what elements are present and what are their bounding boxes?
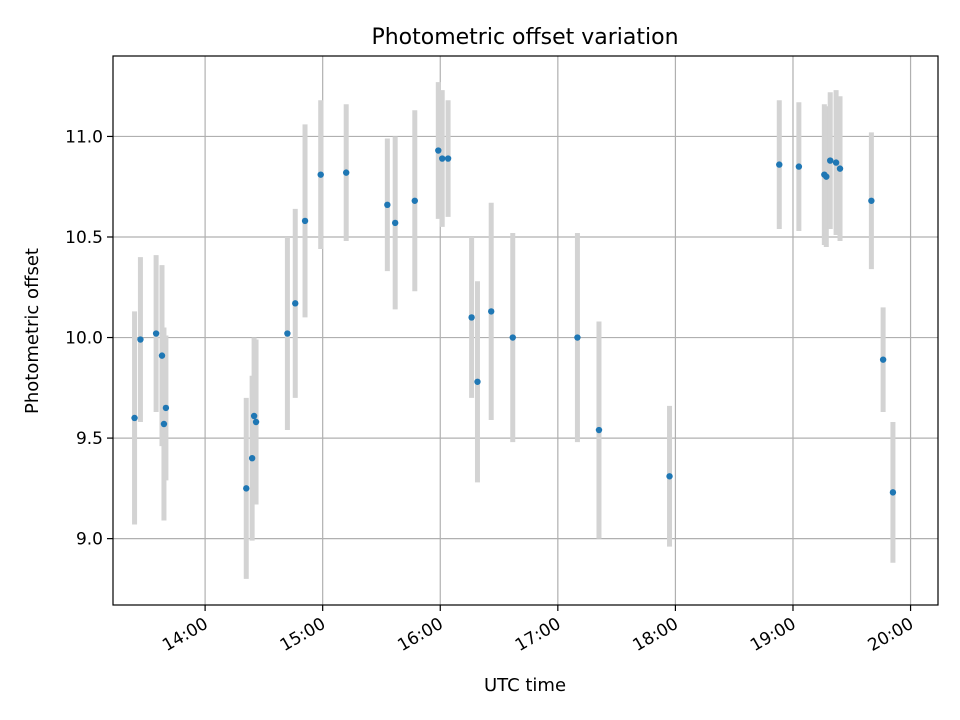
data-point xyxy=(444,155,452,162)
data-point xyxy=(474,378,481,385)
data-point xyxy=(574,334,581,341)
data-point xyxy=(284,330,291,337)
data-point xyxy=(827,157,834,164)
data-point xyxy=(292,300,299,307)
data-point xyxy=(836,165,844,172)
data-point xyxy=(160,420,168,428)
data-points xyxy=(131,147,897,496)
data-point xyxy=(666,473,673,480)
data-point xyxy=(137,336,144,343)
data-point xyxy=(488,308,495,315)
data-point xyxy=(162,404,170,412)
data-point xyxy=(795,163,803,170)
data-point xyxy=(832,159,840,166)
data-point xyxy=(152,330,160,337)
y-tick-label: 9.5 xyxy=(76,429,103,449)
data-point xyxy=(317,171,324,178)
data-point xyxy=(889,489,897,496)
y-axis-label: Photometric offset xyxy=(22,248,43,414)
data-point xyxy=(301,217,309,225)
y-tick-label: 11.0 xyxy=(65,127,103,147)
data-point xyxy=(468,314,475,321)
data-point xyxy=(131,414,138,422)
data-point xyxy=(158,352,166,359)
data-point xyxy=(823,173,830,180)
data-point xyxy=(435,147,442,154)
data-point xyxy=(776,161,783,168)
y-axis-ticks: 9.0 9.5 10.0 10.5 11.0 xyxy=(65,127,113,550)
data-point xyxy=(243,485,250,492)
x-axis-label: UTC time xyxy=(484,675,566,696)
y-tick-label: 9.0 xyxy=(76,530,103,550)
data-point xyxy=(411,197,418,204)
data-point xyxy=(342,169,350,176)
data-point xyxy=(250,412,258,420)
chart-title: Photometric offset variation xyxy=(371,25,678,50)
plot-frame xyxy=(112,55,939,606)
data-point xyxy=(248,454,256,462)
y-tick-label: 10.5 xyxy=(65,228,103,248)
data-point xyxy=(879,356,887,363)
data-point xyxy=(391,219,399,227)
data-point xyxy=(509,334,516,341)
data-point xyxy=(252,418,260,426)
data-point xyxy=(439,155,446,162)
data-point xyxy=(868,197,875,204)
data-point xyxy=(595,426,603,434)
y-tick-label: 10.0 xyxy=(65,329,103,349)
data-point xyxy=(384,201,391,209)
